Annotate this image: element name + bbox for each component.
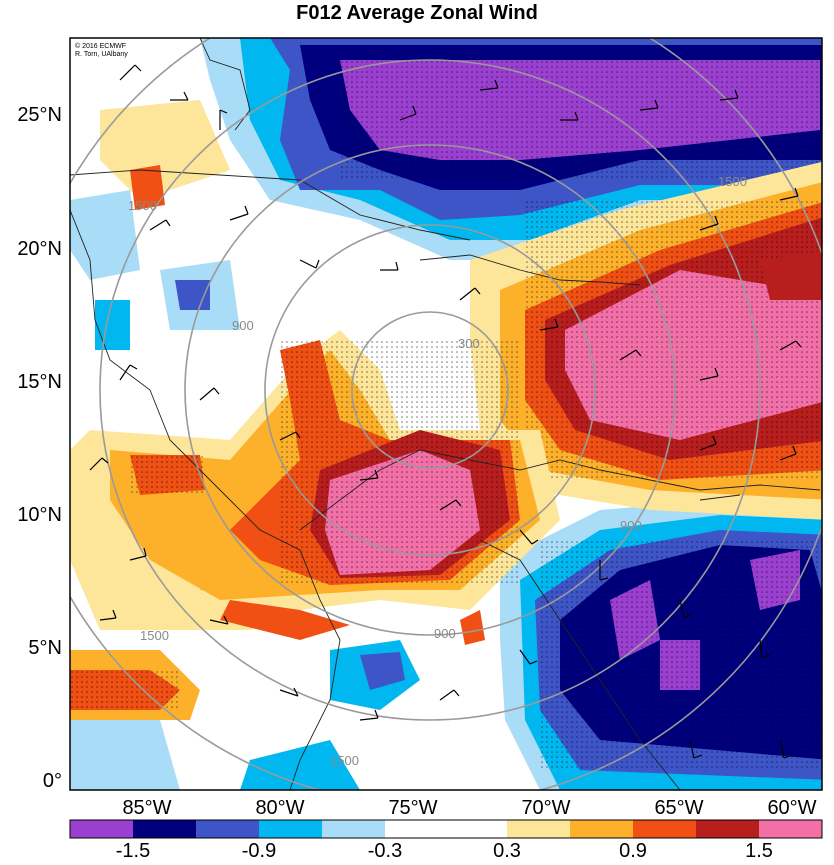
lat-tick-20n: 20°N <box>17 238 62 260</box>
colorbar-label-0-9: 0.9 <box>619 840 647 862</box>
contour-label-900-south: 900 <box>434 626 456 641</box>
lat-tick-15n: 15°N <box>17 371 62 393</box>
range-rings <box>70 38 822 790</box>
lon-tick-80w: 80°W <box>255 797 305 819</box>
contour-label-900: 900 <box>232 318 254 333</box>
contour-label-300: 300 <box>458 336 480 351</box>
contour-labels: 300 900 900 1500 1500 1500 1500 900 <box>128 174 747 768</box>
lon-tick-65w: 65°W <box>654 797 704 819</box>
colorbar <box>69 819 823 839</box>
lat-tick-10n: 10°N <box>17 504 62 526</box>
lon-tick-60w: 60°W <box>767 797 817 819</box>
colorbar-label-0-3: 0.3 <box>493 840 521 862</box>
colorbar-label-neg-1-5: -1.5 <box>115 840 151 862</box>
lat-tick-0: 0° <box>42 770 62 792</box>
coastlines <box>70 38 821 790</box>
map-title: F012 Average Zonal Wind <box>296 2 538 24</box>
contour-label-1500-s: 1500 <box>330 753 359 768</box>
contour-label-1500: 1500 <box>128 198 157 213</box>
wind-barbs <box>89 64 802 759</box>
lon-tick-75w: 75°W <box>388 797 438 819</box>
contour-label-1500-ne: 1500 <box>718 174 747 189</box>
credit-line-1: © 2016 ECMWF <box>75 43 127 50</box>
lat-tick-25n: 25°N <box>17 104 62 126</box>
lon-tick-70w: 70°W <box>521 797 571 819</box>
credit-line-2: R. Torn, UAlbany <box>75 51 128 58</box>
colorbar-label-1-5: 1.5 <box>745 840 773 862</box>
positive-wind-shading <box>70 100 822 720</box>
negative-wind-shading <box>70 38 822 790</box>
lat-tick-5n: 5°N <box>28 637 62 659</box>
contour-label-1500-sw: 1500 <box>140 628 169 643</box>
lon-tick-85w: 85°W <box>122 797 172 819</box>
contour-label-900-se: 900 <box>620 518 642 533</box>
colorbar-label-neg-0-9: -0.9 <box>241 840 277 862</box>
colorbar-label-neg-0-3: -0.3 <box>367 840 403 862</box>
plot-frame <box>69 37 823 791</box>
credit-box: © 2016 ECMWF R. Torn, UAlbany <box>72 42 131 60</box>
